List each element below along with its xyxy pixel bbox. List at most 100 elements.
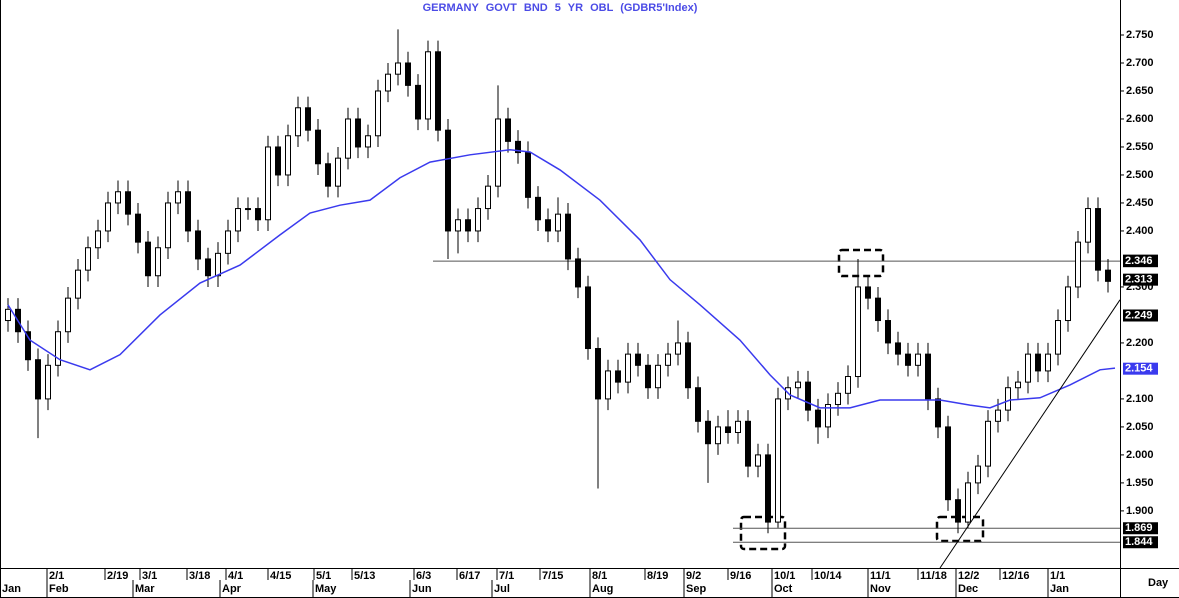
candle-body (605, 370, 611, 400)
candle-body (845, 376, 851, 394)
x-tick-label: 9/2 (686, 570, 701, 582)
candle-body (125, 191, 131, 215)
candle-body (655, 364, 661, 389)
candle-body (35, 359, 41, 400)
month-label: Jul (494, 583, 510, 595)
month-label: May (315, 583, 337, 595)
candle-body (755, 454, 761, 467)
candle-body (625, 353, 631, 383)
price-tag (1123, 255, 1158, 268)
candle-body (145, 241, 151, 277)
y-tick-label: 2.700 (1126, 57, 1154, 69)
x-tick-label: 4/1 (228, 570, 243, 582)
month-label: Aug (592, 583, 613, 595)
candle-body (215, 252, 221, 277)
month-label: Nov (870, 583, 892, 595)
price-tag (1123, 522, 1158, 535)
month-label: Mar (135, 583, 155, 595)
candle-body (135, 213, 141, 243)
trendline (939, 299, 1121, 569)
x-tick-label: 2/19 (107, 570, 128, 582)
candle-body (515, 140, 521, 154)
price-tag-label: 2.313 (1125, 274, 1153, 286)
candle-body (665, 353, 671, 366)
month-label: Dec (958, 583, 978, 595)
price-tag (1123, 273, 1158, 286)
candle-body (465, 219, 471, 232)
candle-body (5, 308, 11, 322)
candle-body (305, 107, 311, 131)
candle-body (1015, 381, 1021, 389)
x-tick-label: 5/1 (316, 570, 331, 582)
candle-body (295, 107, 301, 137)
price-tag (1123, 536, 1158, 549)
y-tick-label: 2.100 (1126, 393, 1154, 405)
candle-body (205, 258, 211, 277)
candle-body (1005, 387, 1011, 411)
x-tick-label: 7/15 (542, 570, 563, 582)
candle-body (965, 482, 971, 523)
candle-body (725, 426, 731, 434)
candle-body (355, 118, 361, 148)
candle-body (45, 364, 51, 400)
candle-body (95, 230, 101, 249)
candle-body (595, 348, 601, 400)
candle-body (345, 118, 351, 159)
x-tick-label: 10/14 (814, 570, 842, 582)
candle-body (1105, 269, 1111, 282)
candle-body (425, 51, 431, 120)
candle-body (705, 420, 711, 445)
candle-body (875, 297, 881, 322)
y-tick-label: 2.200 (1126, 337, 1154, 349)
candle-body (675, 342, 681, 355)
candle-body (75, 269, 81, 299)
candle-body (395, 62, 401, 75)
candle-body (695, 387, 701, 422)
month-label: Oct (774, 583, 793, 595)
month-label: Apr (222, 583, 242, 595)
x-axis-label: Day (1148, 577, 1169, 589)
candle-body (775, 398, 781, 523)
price-tag (1123, 362, 1158, 375)
x-tick-label: 3/18 (189, 570, 210, 582)
candle-body (865, 286, 871, 299)
candle-body (435, 51, 441, 131)
candle-body (175, 191, 181, 204)
x-tick-label: 1/1 (1050, 570, 1065, 582)
candle-body (735, 420, 741, 434)
x-tick-label: 2/1 (49, 570, 64, 582)
candle-body (935, 398, 941, 428)
candle-body (765, 454, 771, 523)
candle-body (255, 208, 261, 221)
x-tick-label: 6/17 (459, 570, 480, 582)
candle-body (25, 331, 31, 361)
candle-body (565, 213, 571, 260)
x-tick-label: 8/19 (647, 570, 668, 582)
candle-body (985, 420, 991, 467)
candle-body (955, 499, 961, 523)
candle-body (265, 146, 271, 221)
price-tag-label: 2.154 (1125, 363, 1153, 375)
x-tick-label: 6/3 (416, 570, 431, 582)
candle-body (155, 247, 161, 277)
candle-body (1035, 353, 1041, 372)
candle-body (1045, 353, 1051, 372)
price-tag-label: 2.346 (1125, 255, 1153, 267)
candle-body (375, 90, 381, 137)
candle-body (105, 202, 111, 232)
candle-body (615, 370, 621, 383)
candle-body (485, 185, 491, 210)
y-tick-label: 1.900 (1126, 505, 1154, 517)
price-tag-label: 1.844 (1125, 536, 1153, 548)
candle-body (855, 286, 861, 378)
price-tag-label: 2.249 (1125, 309, 1153, 321)
candle-body (65, 297, 71, 333)
candle-body (245, 208, 251, 211)
candle-body (825, 404, 831, 428)
candle-body (835, 392, 841, 406)
candle-body (545, 219, 551, 232)
y-tick-label: 2.500 (1126, 169, 1154, 181)
y-tick-label: 2.000 (1126, 449, 1154, 461)
candle-body (805, 381, 811, 411)
